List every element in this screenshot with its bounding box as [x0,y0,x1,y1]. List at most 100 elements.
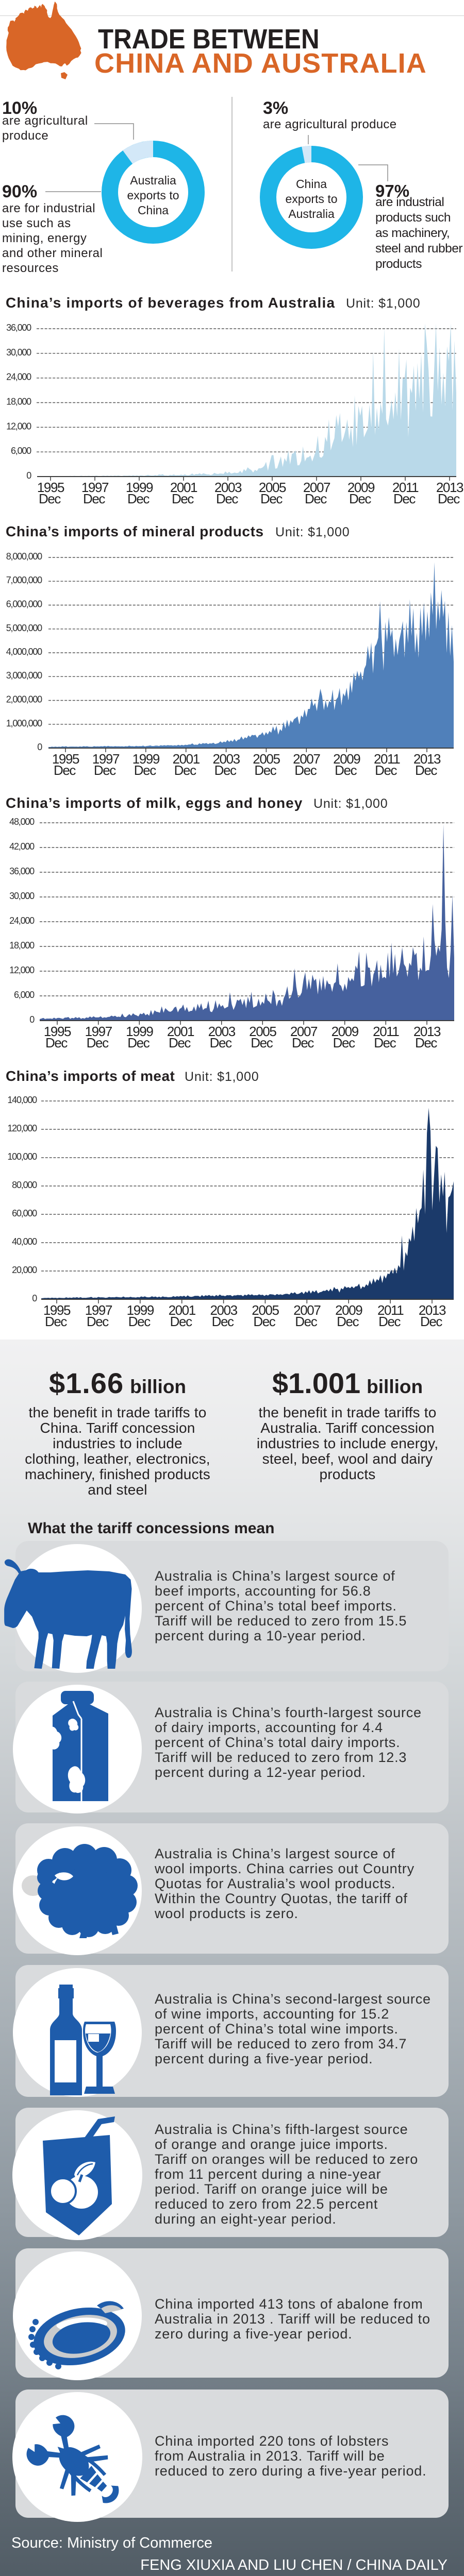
svg-text:Dec: Dec [305,491,327,506]
svg-text:2009: 2009 [333,751,360,767]
svg-text:Dec: Dec [337,1314,359,1329]
svg-text:40,000: 40,000 [12,1236,37,1247]
svg-text:2003: 2003 [212,751,240,767]
svg-text:0: 0 [26,470,31,481]
svg-text:Dec: Dec [294,762,317,778]
svg-text:3,000,000: 3,000,000 [6,670,42,681]
svg-text:2001: 2001 [167,1024,194,1039]
svg-text:2009: 2009 [332,1024,359,1039]
svg-text:2005: 2005 [252,1302,279,1318]
svg-text:Dec: Dec [39,491,61,506]
svg-text:24,000: 24,000 [9,916,35,926]
svg-text:30,000: 30,000 [9,891,35,901]
svg-text:Dec: Dec [134,762,156,778]
svg-text:1997: 1997 [92,751,120,767]
svg-text:2009: 2009 [335,1302,362,1318]
svg-text:Dec: Dec [415,762,437,778]
svg-text:36,000: 36,000 [9,866,35,876]
svg-text:42,000: 42,000 [9,841,35,852]
svg-text:1995: 1995 [37,480,64,495]
svg-text:1997: 1997 [81,480,109,495]
svg-text:Dec: Dec [295,1314,317,1329]
svg-text:Dec: Dec [216,491,238,506]
svg-text:18,000: 18,000 [6,397,31,407]
svg-text:36,000: 36,000 [6,323,31,333]
svg-text:Dec: Dec [349,491,371,506]
svg-text:2007: 2007 [293,1302,321,1318]
svg-text:Dec: Dec [335,762,357,778]
svg-text:Dec: Dec [375,762,397,778]
svg-text:2005: 2005 [259,480,286,495]
svg-text:140,000: 140,000 [7,1095,37,1105]
svg-text:Dec: Dec [45,1314,67,1329]
svg-text:1997: 1997 [85,1302,112,1318]
svg-text:Dec: Dec [127,1035,150,1050]
svg-text:1999: 1999 [127,1302,154,1318]
svg-text:6,000,000: 6,000,000 [6,599,42,609]
svg-text:2007: 2007 [303,480,330,495]
svg-text:0: 0 [32,1293,37,1303]
svg-text:1995: 1995 [52,751,79,767]
svg-text:Dec: Dec [174,762,196,778]
svg-text:2011: 2011 [373,1024,399,1039]
svg-text:Dec: Dec [94,762,116,778]
svg-text:2011: 2011 [392,480,419,495]
svg-text:Dec: Dec [415,1035,437,1050]
svg-text:2003: 2003 [214,480,242,495]
svg-text:Dec: Dec [54,762,76,778]
svg-text:2,000,000: 2,000,000 [6,694,42,705]
svg-text:Dec: Dec [260,491,283,506]
svg-text:1,000,000: 1,000,000 [6,718,42,728]
svg-text:2013: 2013 [419,1302,446,1318]
svg-text:2003: 2003 [208,1024,236,1039]
svg-text:Dec: Dec [333,1035,355,1050]
svg-text:Dec: Dec [378,1314,401,1329]
svg-text:0: 0 [37,742,42,752]
svg-text:12,000: 12,000 [9,965,35,975]
svg-text:4,000,000: 4,000,000 [6,647,42,657]
svg-text:1995: 1995 [44,1024,71,1039]
svg-text:Dec: Dec [393,491,416,506]
svg-text:Dec: Dec [438,491,460,506]
svg-text:80,000: 80,000 [12,1180,37,1190]
svg-text:Dec: Dec [374,1035,396,1050]
svg-text:Dec: Dec [172,491,194,506]
svg-text:30,000: 30,000 [6,347,31,358]
svg-text:48,000: 48,000 [9,817,35,827]
svg-text:Dec: Dec [169,1035,191,1050]
svg-text:100,000: 100,000 [7,1151,37,1162]
svg-text:6,000: 6,000 [11,446,31,456]
svg-text:Dec: Dec [83,491,105,506]
svg-text:2001: 2001 [169,1302,196,1318]
svg-text:1999: 1999 [132,751,160,767]
svg-text:1995: 1995 [43,1302,71,1318]
svg-text:2005: 2005 [253,751,280,767]
svg-text:18,000: 18,000 [9,940,35,951]
svg-text:2001: 2001 [173,751,200,767]
svg-text:Dec: Dec [128,1314,151,1329]
svg-text:2009: 2009 [347,480,375,495]
svg-text:Dec: Dec [127,491,150,506]
svg-text:Dec: Dec [214,762,237,778]
svg-text:Dec: Dec [420,1314,442,1329]
svg-text:Dec: Dec [87,1035,109,1050]
svg-text:Dec: Dec [292,1035,314,1050]
svg-text:60,000: 60,000 [12,1208,37,1218]
svg-text:2005: 2005 [249,1024,276,1039]
svg-text:Dec: Dec [170,1314,192,1329]
svg-text:24,000: 24,000 [6,372,31,382]
svg-text:1997: 1997 [85,1024,112,1039]
svg-text:2007: 2007 [290,1024,318,1039]
svg-text:Dec: Dec [254,762,276,778]
svg-text:2013: 2013 [413,1024,441,1039]
svg-text:7,000,000: 7,000,000 [6,575,42,585]
svg-text:12,000: 12,000 [6,421,31,431]
svg-text:2013: 2013 [413,751,441,767]
svg-text:Dec: Dec [212,1314,234,1329]
svg-text:Dec: Dec [210,1035,232,1050]
svg-text:6,000: 6,000 [14,990,35,1000]
svg-text:1999: 1999 [126,480,153,495]
svg-text:1999: 1999 [126,1024,153,1039]
svg-text:2013: 2013 [436,480,463,495]
svg-text:2003: 2003 [210,1302,237,1318]
